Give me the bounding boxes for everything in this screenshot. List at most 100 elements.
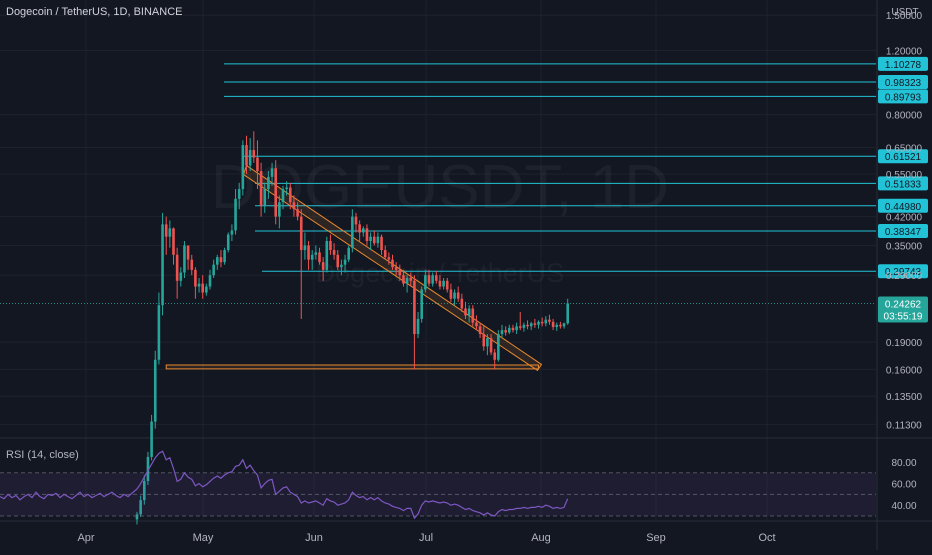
candle-body[interactable] bbox=[562, 323, 566, 327]
candle-body[interactable] bbox=[325, 241, 329, 270]
candle-body[interactable] bbox=[157, 305, 161, 360]
candle-body[interactable] bbox=[307, 245, 310, 260]
candle-body[interactable] bbox=[310, 254, 314, 260]
candle-body[interactable] bbox=[194, 269, 197, 287]
candle-body[interactable] bbox=[292, 202, 296, 210]
candle-body[interactable] bbox=[486, 338, 489, 347]
candle-body[interactable] bbox=[409, 277, 413, 281]
candle-body[interactable] bbox=[256, 157, 259, 172]
candle-body[interactable] bbox=[456, 292, 460, 299]
candle-body[interactable] bbox=[299, 216, 303, 251]
candle-body[interactable] bbox=[372, 236, 376, 244]
candle-body[interactable] bbox=[223, 250, 226, 263]
candle-body[interactable] bbox=[369, 236, 372, 242]
candle-body[interactable] bbox=[449, 289, 453, 299]
candle-body[interactable] bbox=[380, 236, 383, 251]
candle-body[interactable] bbox=[358, 224, 361, 233]
candle-body[interactable] bbox=[274, 168, 277, 217]
candle-body[interactable] bbox=[248, 149, 252, 166]
candle-body[interactable] bbox=[453, 292, 456, 299]
candle-body[interactable] bbox=[336, 254, 340, 268]
candle-body[interactable] bbox=[153, 359, 157, 422]
candle-body[interactable] bbox=[548, 319, 551, 322]
candle-body[interactable] bbox=[445, 280, 449, 290]
candle-body[interactable] bbox=[544, 319, 548, 324]
candle-body[interactable] bbox=[515, 326, 518, 331]
candle-body[interactable] bbox=[234, 198, 237, 231]
candle-body[interactable] bbox=[522, 324, 526, 328]
candle-body[interactable] bbox=[190, 259, 194, 270]
candle-body[interactable] bbox=[164, 224, 168, 237]
candle-body[interactable] bbox=[237, 189, 241, 199]
symbol-title[interactable]: Dogecoin / TetherUS, 1D, BINANCE bbox=[6, 6, 183, 18]
candle-body[interactable] bbox=[329, 241, 332, 251]
support-rectangle[interactable] bbox=[165, 364, 539, 370]
candle-body[interactable] bbox=[529, 323, 533, 327]
candle-body[interactable] bbox=[405, 277, 409, 284]
candle-body[interactable] bbox=[551, 321, 555, 328]
candle-body[interactable] bbox=[500, 330, 504, 335]
candle-body[interactable] bbox=[208, 275, 212, 287]
candle-body[interactable] bbox=[285, 187, 288, 190]
candle-body[interactable] bbox=[281, 189, 285, 203]
candle-body[interactable] bbox=[212, 264, 215, 276]
candle-body[interactable] bbox=[438, 280, 442, 287]
candle-body[interactable] bbox=[416, 318, 420, 335]
candle-body[interactable] bbox=[343, 259, 347, 265]
candle-body[interactable] bbox=[394, 267, 398, 270]
candle-body[interactable] bbox=[518, 326, 522, 328]
candle-body[interactable] bbox=[205, 286, 208, 293]
candle-body[interactable] bbox=[537, 321, 540, 325]
candle-body[interactable] bbox=[175, 254, 179, 281]
candle-body[interactable] bbox=[435, 275, 438, 281]
candle-body[interactable] bbox=[475, 322, 478, 327]
candle-body[interactable] bbox=[219, 257, 223, 263]
candle-body[interactable] bbox=[201, 283, 204, 293]
candle-body[interactable] bbox=[424, 275, 427, 290]
candle-body[interactable] bbox=[467, 308, 471, 316]
candle-body[interactable] bbox=[402, 275, 405, 284]
candle-body[interactable] bbox=[493, 352, 496, 360]
candle-body[interactable] bbox=[161, 224, 164, 306]
candle-body[interactable] bbox=[365, 228, 369, 242]
candle-body[interactable] bbox=[489, 338, 493, 353]
candle-body[interactable] bbox=[391, 259, 394, 268]
candle-body[interactable] bbox=[471, 308, 475, 323]
candle-body[interactable] bbox=[376, 236, 380, 244]
candle-body[interactable] bbox=[351, 216, 354, 248]
candle-body[interactable] bbox=[383, 250, 387, 258]
candle-body[interactable] bbox=[497, 334, 500, 360]
candle-body[interactable] bbox=[278, 202, 281, 217]
candle-body[interactable] bbox=[460, 298, 464, 309]
candle-body[interactable] bbox=[533, 323, 537, 325]
candle-body[interactable] bbox=[267, 176, 270, 190]
candle-body[interactable] bbox=[179, 272, 183, 281]
candle-body[interactable] bbox=[398, 269, 402, 276]
candle-body[interactable] bbox=[245, 145, 248, 166]
candle-body[interactable] bbox=[478, 326, 482, 335]
candle-body[interactable] bbox=[413, 280, 416, 335]
candle-body[interactable] bbox=[362, 228, 365, 233]
candle-body[interactable] bbox=[197, 283, 201, 287]
candle-body[interactable] bbox=[314, 252, 318, 255]
candle-body[interactable] bbox=[168, 228, 172, 237]
candle-body[interactable] bbox=[482, 334, 486, 347]
candle-body[interactable] bbox=[431, 275, 434, 284]
rsi-line[interactable] bbox=[0, 450, 569, 520]
candle-body[interactable] bbox=[347, 247, 350, 260]
candle-body[interactable] bbox=[464, 308, 467, 316]
rsi-label[interactable]: RSI (14, close) bbox=[6, 449, 79, 461]
candle-body[interactable] bbox=[270, 168, 274, 177]
candle-body[interactable] bbox=[511, 327, 515, 331]
candle-body[interactable] bbox=[183, 245, 186, 273]
candle-body[interactable] bbox=[420, 289, 423, 319]
candle-body[interactable] bbox=[332, 250, 336, 255]
candle-body[interactable] bbox=[559, 324, 562, 327]
currency-label[interactable]: USDT bbox=[891, 7, 918, 18]
candle-body[interactable] bbox=[143, 481, 146, 501]
candle-body[interactable] bbox=[566, 303, 569, 324]
candle-body[interactable] bbox=[540, 321, 544, 324]
candle-body[interactable] bbox=[340, 264, 343, 268]
